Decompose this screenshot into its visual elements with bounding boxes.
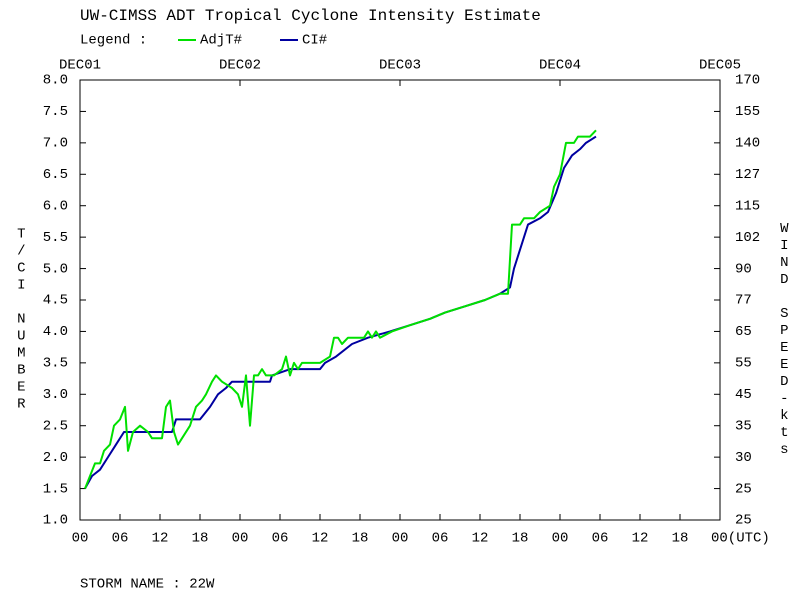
y-tick-label: 2.0 [43,450,68,466]
x-tick-label: 00 [232,531,249,547]
x-tick-label: 00(UTC) [711,531,770,547]
legend-label: Legend : [80,33,147,49]
y-tick-label: 6.5 [43,167,68,183]
x2-tick-label: DEC02 [219,58,261,74]
x-tick-label: 06 [112,531,129,547]
y-tick-label: 4.0 [43,324,68,340]
y2-tick-label: 127 [735,167,760,183]
y2-tick-label: 45 [735,387,752,403]
y2-tick-label: 65 [735,324,752,340]
x-tick-label: 00 [552,531,569,547]
x-tick-label: 18 [672,531,689,547]
y2-tick-label: 55 [735,356,752,372]
chart-title: UW-CIMSS ADT Tropical Cyclone Intensity … [80,7,541,25]
footer: STORM NAME : 22W [80,577,215,593]
y-tick-label: 7.0 [43,136,68,152]
y-tick-label: 2.5 [43,418,68,434]
y2-tick-label: 30 [735,450,752,466]
x-tick-label: 12 [472,531,489,547]
plot-frame [79,79,721,521]
x-tick-label: 12 [152,531,169,547]
y-tick-label: 7.5 [43,104,68,120]
x-tick-label: 06 [272,531,289,547]
x2-tick-label: DEC04 [539,58,581,74]
y2-tick-label: 140 [735,136,760,152]
x-tick-label: 06 [592,531,609,547]
y2-tick-label: 77 [735,293,752,309]
x-tick-label: 00 [392,531,409,547]
y2-axis-label: WIND SPEED-kts [776,221,792,459]
y2-tick-label: 170 [735,73,760,89]
y-axis-label: T/CI NUMBER [13,227,29,414]
x-tick-label: 12 [312,531,329,547]
series-line [84,129,597,489]
y-tick-label: 1.0 [43,513,68,529]
y2-tick-label: 35 [735,418,752,434]
x-tick-label: 06 [432,531,449,547]
legend-entry: AdjT# [200,33,242,49]
y2-tick-label: 115 [735,198,760,214]
x-tick-label: 00 [72,531,89,547]
x-tick-label: 12 [632,531,649,547]
y-tick-label: 8.0 [43,73,68,89]
x-tick-label: 18 [512,531,529,547]
x-tick-label: 18 [352,531,369,547]
x-tick-label: 18 [192,531,209,547]
y-tick-label: 6.0 [43,198,68,214]
y-tick-label: 4.5 [43,293,68,309]
y2-tick-label: 25 [735,481,752,497]
y2-tick-label: 90 [735,261,752,277]
x2-tick-label: DEC01 [59,58,101,74]
y-tick-label: 3.5 [43,356,68,372]
y2-tick-label: 155 [735,104,760,120]
y-tick-label: 3.0 [43,387,68,403]
legend-entry: CI# [302,33,327,49]
y2-tick-label: 102 [735,230,760,246]
y-tick-label: 5.0 [43,261,68,277]
series-line [84,135,597,490]
y-tick-label: 1.5 [43,481,68,497]
x2-tick-label: DEC03 [379,58,421,74]
y-tick-label: 5.5 [43,230,68,246]
x2-tick-label: DEC05 [699,58,741,74]
y2-tick-label: 25 [735,513,752,529]
